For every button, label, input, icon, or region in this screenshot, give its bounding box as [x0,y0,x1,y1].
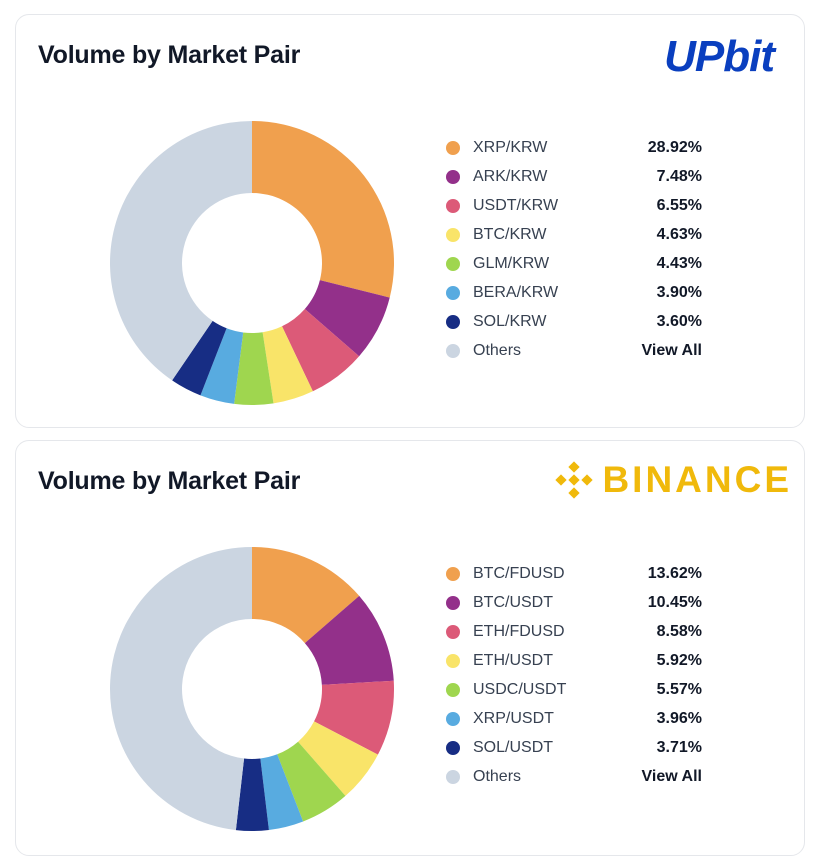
legend-value: 3.71% [656,738,702,756]
donut-chart [109,547,394,831]
donut-slice-xrp-usdt[interactable] [260,754,304,830]
legend-label: BERA/KRW [473,283,559,301]
legend-item: GLM/KRW 4.43% [446,249,702,278]
legend-swatch [446,285,460,300]
legend-label: ETH/FDUSD [473,622,565,640]
binance-wordmark: BINANCE [602,459,792,500]
legend-label: BTC/USDT [473,593,553,611]
legend-value: 4.63% [656,225,702,243]
legend-item-others: Others View All [446,762,702,791]
legend-value: 7.48% [656,167,702,185]
donut-slice-others[interactable] [109,121,252,381]
legend-item: USDC/USDT 5.57% [446,675,702,704]
card-title: Volume by Market Pair [38,467,301,495]
legend-item: ARK/KRW 7.48% [446,162,702,191]
legend-item: ETH/USDT 5.92% [446,646,702,675]
view-all-link[interactable]: View All [641,341,702,359]
legend-swatch [446,740,460,755]
legend-value: 13.62% [647,564,702,582]
legend-swatch [446,653,460,668]
donut-chart [109,121,394,406]
legend-swatch [446,769,460,784]
legend-label: Others [473,341,522,359]
donut-slice-xrp-krw[interactable] [252,121,394,298]
donut-slice-btc-usdt[interactable] [304,595,394,685]
legend-label: ARK/KRW [473,167,548,185]
legend-swatch [446,314,460,329]
legend-label: USDC/USDT [473,680,567,698]
legend-swatch [446,140,460,155]
legend-value: 5.57% [656,680,702,698]
legend-swatch [446,682,460,697]
legend-value: 6.55% [656,196,702,214]
upbit-volume-card: Volume by Market Pair UPbit XRP/KRW 28.92… [15,14,805,428]
chart-legend: XRP/KRW 28.92% ARK/KRW 7.48% USDT/KRW 6.55%… [446,133,702,365]
donut-slice-btc-krw[interactable] [262,326,313,404]
legend-label: BTC/FDUSD [473,564,565,582]
legend-label: XRP/USDT [473,709,554,727]
legend-label: BTC/KRW [473,225,547,243]
legend-value: 5.92% [656,651,702,669]
legend-swatch [446,566,460,581]
card-title: Volume by Market Pair [38,41,301,69]
legend-value: 3.90% [656,283,702,301]
binance-logo: BINANCE [554,459,792,501]
donut-slice-others[interactable] [109,547,252,831]
legend-swatch [446,595,460,610]
donut-slice-sol-krw[interactable] [172,320,227,396]
legend-label: SOL/KRW [473,312,547,330]
upbit-logo: UPbit [664,32,775,81]
legend-label: Others [473,767,522,785]
legend-value: 3.60% [656,312,702,330]
donut-slice-ark-krw[interactable] [304,280,390,357]
legend-item: USDT/KRW 6.55% [446,191,702,220]
binance-diamond-icon [555,461,594,499]
binance-volume-card: Volume by Market Pair BINANCE BTC/FDUSD 1… [15,440,805,856]
legend-value: 3.96% [656,709,702,727]
legend-item: BTC/KRW 4.63% [446,220,702,249]
legend-item: BTC/USDT 10.45% [446,588,702,617]
legend-label: GLM/KRW [473,254,550,272]
legend-swatch [446,198,460,213]
legend-item: BERA/KRW 3.90% [446,278,702,307]
legend-value: 4.43% [656,254,702,272]
donut-slice-bera-krw[interactable] [200,328,244,404]
legend-label: USDT/KRW [473,196,559,214]
legend-item: SOL/USDT 3.71% [446,733,702,762]
donut-slice-usdc-usdt[interactable] [277,741,346,822]
legend-swatch [446,624,460,639]
donut-slice-glm-krw[interactable] [234,332,274,406]
legend-item: ETH/FDUSD 8.58% [446,617,702,646]
legend-swatch [446,711,460,726]
legend-swatch [446,227,460,242]
chart-legend: BTC/FDUSD 13.62% BTC/USDT 10.45% ETH/FDUSD… [446,559,702,791]
donut-slice-eth-usdt[interactable] [298,721,378,796]
legend-value: 8.58% [656,622,702,640]
legend-item: XRP/KRW 28.92% [446,133,702,162]
legend-item: SOL/KRW 3.60% [446,307,702,336]
legend-swatch [446,343,460,358]
legend-item: XRP/USDT 3.96% [446,704,702,733]
donut-slice-usdt-krw[interactable] [282,308,360,392]
view-all-link[interactable]: View All [641,767,702,785]
legend-label: XRP/KRW [473,138,548,156]
donut-slice-btc-fdusd[interactable] [252,547,360,644]
legend-item-others: Others View All [446,336,702,365]
legend-swatch [446,169,460,184]
legend-swatch [446,256,460,271]
donut-slice-eth-fdusd[interactable] [314,680,394,755]
donut-slice-sol-usdt[interactable] [235,758,269,831]
legend-item: BTC/FDUSD 13.62% [446,559,702,588]
legend-value: 10.45% [647,593,702,611]
legend-label: ETH/USDT [473,651,553,669]
legend-value: 28.92% [647,138,702,156]
legend-label: SOL/USDT [473,738,554,756]
